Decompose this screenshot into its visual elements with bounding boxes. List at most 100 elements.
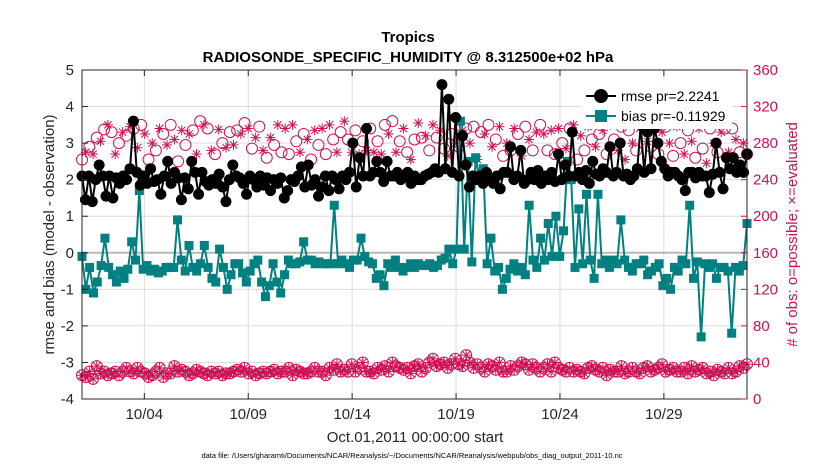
star-stroke <box>399 365 408 374</box>
bias-point <box>131 255 141 265</box>
star-stroke <box>244 124 253 133</box>
obs-possible-marker <box>511 127 524 140</box>
right-tick-label: 120 <box>753 281 778 298</box>
obs-possible-marker <box>430 131 443 144</box>
star-stroke <box>369 148 378 157</box>
rmse-point <box>604 141 616 153</box>
rmse-point <box>645 163 657 175</box>
rmse-point <box>463 181 475 193</box>
bias-point <box>440 253 450 263</box>
star-stroke <box>340 117 349 126</box>
star-stroke <box>177 365 186 374</box>
obs-possible-marker <box>253 120 266 133</box>
obs-possible-star <box>575 130 586 141</box>
rmse-point <box>456 130 468 142</box>
left-tick-label: 3 <box>66 135 74 152</box>
rmse-point <box>237 177 249 189</box>
rmse-point <box>371 155 383 167</box>
obs-possible-star <box>88 149 99 160</box>
rmse-point <box>155 188 167 200</box>
rmse-point <box>333 183 345 195</box>
bias-point <box>360 251 370 261</box>
star-stroke <box>284 363 293 372</box>
rmse-point <box>559 159 571 171</box>
star-stroke <box>680 150 689 159</box>
star-stroke <box>410 362 419 371</box>
obs-possible-star <box>235 128 246 139</box>
bias-point <box>367 259 377 269</box>
bias-point <box>681 259 691 269</box>
rmse-point <box>587 155 599 167</box>
obs-possible-marker <box>186 124 199 137</box>
obs-possible-marker <box>489 133 502 146</box>
star-stroke <box>355 363 364 372</box>
star-stroke <box>96 137 105 146</box>
obs-possible-marker <box>349 124 362 137</box>
bias-point <box>738 261 748 271</box>
star-stroke <box>332 148 341 157</box>
obs-possible-star <box>331 147 342 158</box>
bias-point <box>280 270 290 280</box>
bias-point <box>127 237 137 247</box>
obs-circle <box>415 365 428 378</box>
obs-possible-star <box>383 128 394 139</box>
star-stroke <box>510 124 519 133</box>
star-stroke <box>421 363 430 372</box>
x-tick-label: 10/29 <box>645 406 683 423</box>
star-stroke <box>163 140 171 149</box>
bias-point <box>222 284 232 294</box>
bias-point <box>658 281 668 291</box>
bias-point <box>192 266 202 276</box>
right-tick-label: 320 <box>753 99 778 116</box>
rmse-point <box>196 166 208 178</box>
obs-possible-star <box>139 128 150 139</box>
x-tick-label: 10/19 <box>437 406 475 423</box>
obs-possible-star <box>546 125 557 136</box>
rmse-point <box>313 190 325 202</box>
star-stroke <box>429 354 437 363</box>
rmse-point <box>676 174 688 186</box>
bias-point <box>88 288 98 298</box>
rmse-point <box>679 185 691 197</box>
obs-possible-star <box>280 123 291 134</box>
left-tick-label: -3 <box>61 354 74 371</box>
rmse-point <box>738 166 750 178</box>
star-stroke <box>399 124 408 133</box>
star-stroke <box>635 369 644 378</box>
bias-point <box>708 259 718 269</box>
obs-possible-star <box>479 128 490 139</box>
y-axis-label-left: rmse and bias (model - observation) <box>41 114 58 354</box>
obs-possible-marker <box>275 146 288 159</box>
star-stroke <box>643 362 652 371</box>
obs-possible-star <box>464 138 475 149</box>
rmse-point <box>511 170 523 182</box>
rmse-point <box>727 152 739 164</box>
bias-point <box>100 233 110 243</box>
star-stroke <box>628 139 637 148</box>
star-stroke <box>325 120 334 129</box>
star-stroke <box>111 150 120 159</box>
rmse-point <box>107 192 119 204</box>
star-stroke <box>495 358 504 367</box>
rmse-point <box>361 122 373 134</box>
obs-possible-marker <box>408 133 421 146</box>
left-tick-label: -4 <box>61 391 74 408</box>
star-stroke <box>658 128 666 137</box>
bias-point <box>375 270 385 280</box>
obs-possible-marker <box>231 124 244 137</box>
star-stroke <box>724 363 733 372</box>
star-stroke <box>713 365 722 374</box>
bias-point <box>211 277 221 287</box>
bias-point <box>559 226 569 236</box>
rmse-point <box>275 172 287 184</box>
star-stroke <box>103 120 112 129</box>
chart-title: Tropics <box>381 29 434 46</box>
bias-point <box>276 288 286 298</box>
bias-point <box>176 255 186 265</box>
bias-point <box>685 200 695 210</box>
bias-point <box>184 240 194 250</box>
obs-possible-marker <box>526 144 539 157</box>
rmse-point <box>145 163 157 175</box>
obs-possible-star <box>590 141 601 152</box>
x-axis-ticks: 10/04 10/09 10/14 10/19 10/24 10/29 <box>126 70 683 423</box>
